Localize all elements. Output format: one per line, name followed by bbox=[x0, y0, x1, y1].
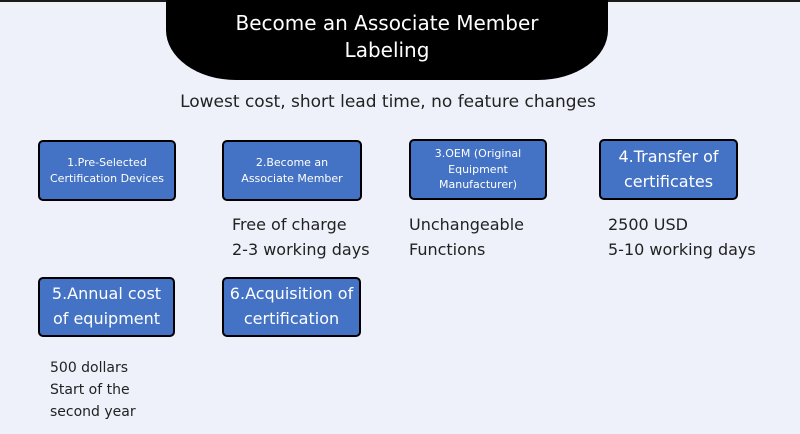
step-5-note: 500 dollars Start of the second year bbox=[50, 357, 136, 423]
step-2-note: Free of charge 2-3 working days bbox=[232, 212, 370, 262]
step-3-note-line: Functions bbox=[409, 240, 486, 259]
step-1-label: 1.Pre-Selected Certification Devices bbox=[50, 156, 164, 185]
step-3-box: 3.OEM (Original Equipment Manufacturer) bbox=[409, 139, 547, 200]
step-5-note-line: 500 dollars bbox=[50, 360, 129, 376]
step-5-note-line: Start of the bbox=[50, 382, 130, 398]
step-2-note-line: 2-3 working days bbox=[232, 240, 370, 259]
step-2-label: 2.Become an Associate Member bbox=[241, 156, 343, 185]
subtitle: Lowest cost, short lead time, no feature… bbox=[180, 92, 596, 112]
step-3-label: 3.OEM (Original Equipment Manufacturer) bbox=[434, 147, 522, 192]
step-5-note-line: second year bbox=[50, 404, 136, 420]
step-1-box: 1.Pre-Selected Certification Devices bbox=[38, 140, 176, 201]
step-2-note-line: Free of charge bbox=[232, 215, 347, 234]
step-5-label: 5.Annual cost of equipment bbox=[51, 284, 162, 328]
step-6-box: 6.Acquisition of certification bbox=[222, 277, 361, 337]
step-3-note-line: Unchangeable bbox=[409, 215, 524, 234]
step-4-note: 2500 USD 5-10 working days bbox=[608, 212, 756, 262]
step-4-note-line: 5-10 working days bbox=[608, 240, 756, 259]
title-line-1: Become an Associate Member bbox=[235, 11, 539, 35]
title-line-2: Labeling bbox=[344, 38, 430, 62]
step-6-label: 6.Acquisition of certification bbox=[229, 284, 354, 328]
step-2-box: 2.Become an Associate Member bbox=[222, 140, 362, 201]
step-4-label: 4.Transfer of certificates bbox=[618, 146, 719, 191]
step-4-note-line: 2500 USD bbox=[608, 215, 688, 234]
step-5-box: 5.Annual cost of equipment bbox=[38, 277, 175, 337]
step-4-box: 4.Transfer of certificates bbox=[599, 139, 738, 200]
step-3-note: Unchangeable Functions bbox=[409, 212, 524, 262]
title-banner: Become an Associate Member Labeling bbox=[166, 0, 608, 80]
